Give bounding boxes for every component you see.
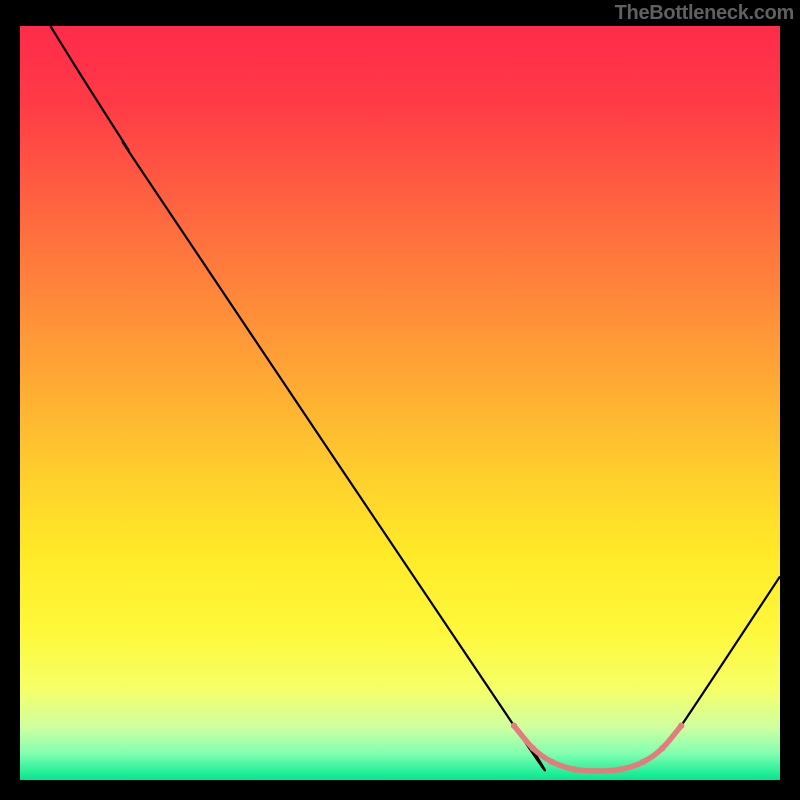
trough-marker	[617, 766, 623, 772]
watermark-text: TheBottleneck.com	[615, 2, 794, 25]
trough-marker	[640, 759, 646, 765]
trough-marker	[572, 766, 578, 772]
trough-marker	[659, 745, 665, 751]
plot-background	[20, 26, 780, 780]
bottleneck-curve-chart	[0, 0, 800, 800]
trough-marker	[549, 759, 555, 765]
chart-container: TheBottleneck.com	[0, 0, 800, 800]
trough-marker	[511, 723, 517, 729]
trough-marker	[530, 745, 536, 751]
trough-marker	[594, 768, 600, 774]
trough-marker	[678, 723, 684, 729]
